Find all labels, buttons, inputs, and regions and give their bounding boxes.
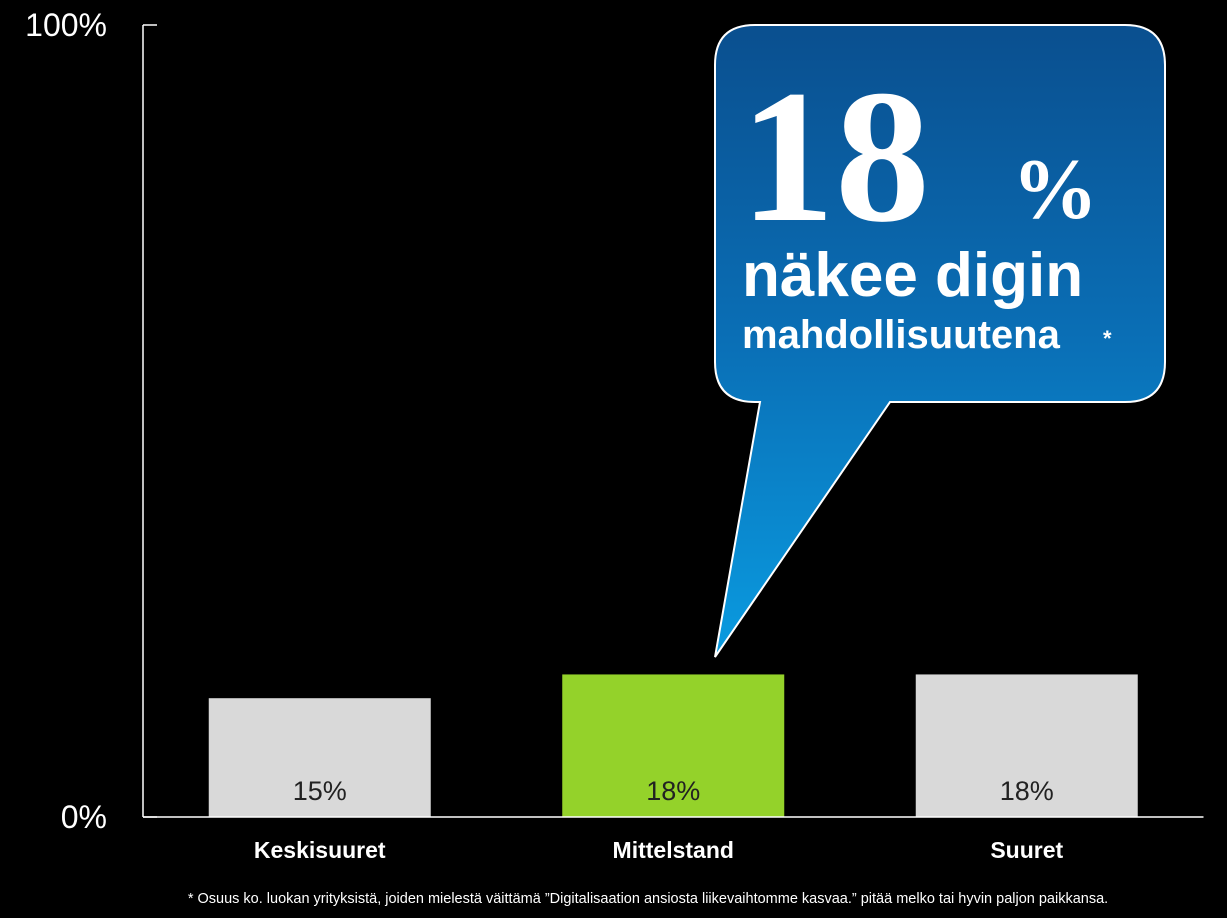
callout-line: mahdollisuutena	[742, 313, 1061, 357]
callout-line: näkee digin	[742, 241, 1083, 310]
x-tick-label: Keskisuuret	[254, 837, 386, 863]
bar	[208, 698, 431, 817]
value-label: 18%	[1000, 776, 1054, 806]
callout-number: 18	[740, 52, 930, 262]
bar	[562, 674, 785, 817]
callout-mark: *	[1103, 326, 1112, 351]
callout-bubble	[714, 24, 1166, 658]
value-label: 18%	[646, 776, 700, 806]
callout: 18 % näkee digin mahdollisuutena *	[714, 24, 1166, 658]
footnote: * Osuus ko. luokan yrityksistä, joiden m…	[188, 891, 1108, 907]
y-tick-label: 0%	[61, 799, 107, 835]
callout-unit: %	[1012, 141, 1098, 237]
x-tick-label: Suuret	[990, 837, 1063, 863]
y-tick-label: 100%	[25, 7, 107, 43]
bar	[915, 674, 1138, 817]
x-tick-label: Mittelstand	[613, 837, 734, 863]
value-label: 15%	[293, 776, 347, 806]
